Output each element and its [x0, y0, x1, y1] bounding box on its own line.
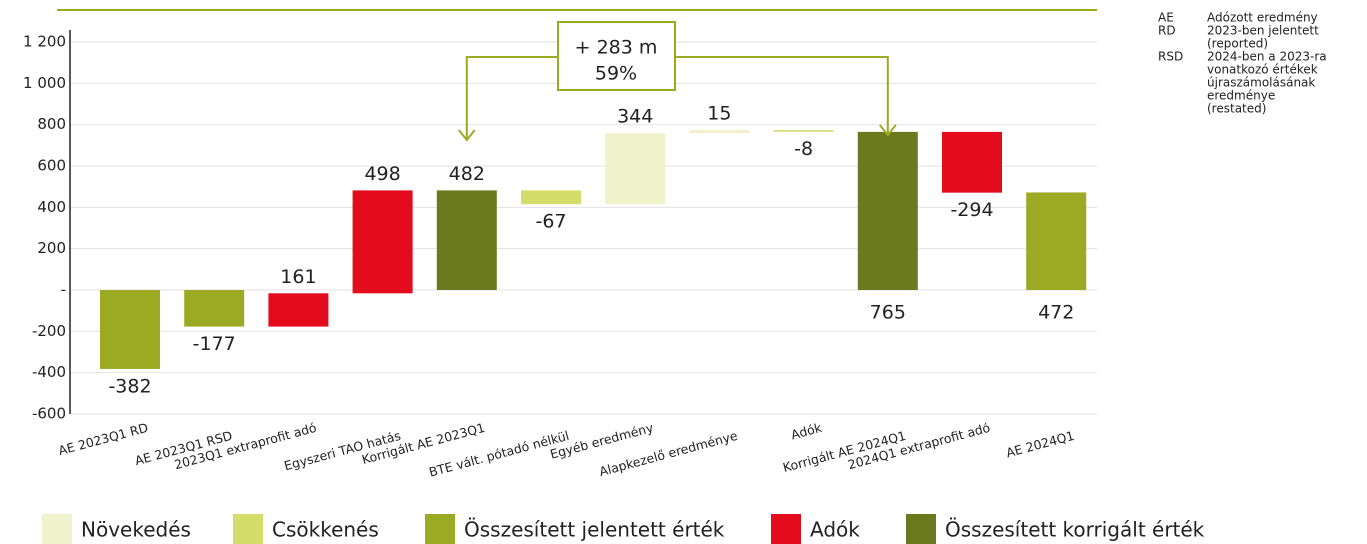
glossary-text: (restated) — [1207, 102, 1266, 116]
annotation-text: + 283 m — [575, 37, 658, 59]
y-tick-label: -600 — [32, 405, 66, 423]
bar — [689, 130, 750, 134]
value-label: -382 — [108, 375, 151, 397]
value-label: -8 — [794, 138, 813, 160]
bar — [942, 131, 1002, 193]
annotation-text: 59% — [595, 63, 637, 85]
legend-label: Összesített korrigált érték — [945, 518, 1205, 542]
y-tick-label: - — [61, 281, 66, 299]
bar — [605, 133, 666, 205]
bar — [857, 131, 918, 290]
y-tick-label: 200 — [37, 239, 66, 257]
annotation-arrowhead — [458, 129, 476, 142]
value-label: -67 — [535, 211, 566, 233]
legend-label: Növekedés — [81, 518, 191, 542]
value-label: -294 — [950, 199, 993, 221]
bar — [773, 130, 834, 132]
bar — [268, 293, 329, 327]
legend-label: Adók — [810, 518, 860, 542]
x-tick-label: Adók — [789, 420, 824, 443]
value-label: 161 — [280, 266, 316, 288]
glossary-text: (reported) — [1207, 37, 1268, 51]
x-tick-label: AE 2024Q1 — [1004, 428, 1076, 461]
legend-swatch — [425, 514, 455, 544]
legend-swatch — [42, 514, 72, 544]
bar — [184, 290, 245, 327]
y-tick-label: 1 200 — [23, 33, 66, 51]
y-tick-label: 400 — [37, 198, 66, 216]
glossary-text: eredménye — [1207, 89, 1275, 103]
legend-label: Csökkenés — [272, 518, 379, 542]
glossary-abbr: RSD — [1158, 50, 1183, 64]
bar — [352, 190, 413, 294]
value-label: 765 — [870, 302, 906, 324]
glossary-text: vonatkozó értékek — [1207, 63, 1318, 77]
glossary-abbr: AE — [1158, 11, 1174, 25]
glossary-abbr: RD — [1158, 24, 1176, 38]
annotation-arrowhead — [879, 124, 897, 137]
bar — [521, 190, 581, 205]
y-tick-label: -400 — [32, 363, 66, 381]
glossary-text: 2024-ben a 2023-ra — [1207, 50, 1327, 64]
annotation-bracket — [465, 56, 889, 140]
bar — [100, 290, 160, 369]
y-tick-label: 800 — [37, 115, 66, 133]
bar — [1026, 192, 1087, 290]
glossary-text: újraszámolásának — [1207, 76, 1315, 90]
value-label: 482 — [449, 163, 485, 185]
y-tick-label: 1 000 — [23, 74, 66, 92]
value-label: -177 — [193, 333, 236, 355]
legend-label: Összesített jelentett érték — [464, 518, 725, 542]
annotation-box — [557, 21, 676, 91]
value-label: 344 — [617, 106, 653, 128]
glossary-text: Adózott eredmény — [1207, 11, 1318, 25]
y-tick-label: -200 — [32, 322, 66, 340]
value-label: 15 — [707, 103, 731, 125]
value-label: 472 — [1038, 302, 1074, 324]
legend-swatch — [771, 514, 801, 544]
legend-swatch — [906, 514, 936, 544]
y-tick-label: 600 — [37, 157, 66, 175]
glossary-text: 2023-ben jelentett — [1207, 24, 1319, 38]
bar — [436, 190, 497, 290]
value-label: 498 — [364, 163, 400, 185]
legend-swatch — [233, 514, 263, 544]
